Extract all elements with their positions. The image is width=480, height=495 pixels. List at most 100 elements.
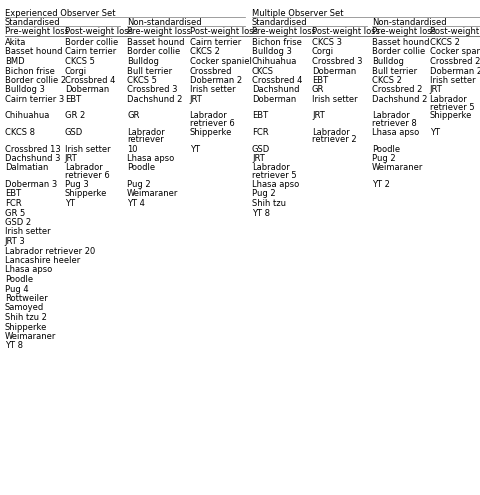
Text: Border collie: Border collie: [127, 48, 180, 56]
Text: Pug 2: Pug 2: [252, 190, 276, 198]
Text: Poodle: Poodle: [127, 163, 156, 172]
Text: Crossbred 3: Crossbred 3: [127, 86, 178, 95]
Text: Pug 3: Pug 3: [65, 180, 88, 189]
Text: Weimaraner: Weimaraner: [127, 190, 179, 198]
Text: Lhasa apso: Lhasa apso: [5, 265, 52, 275]
Text: Crossbred 4: Crossbred 4: [252, 76, 302, 85]
Text: Crossbred 3: Crossbred 3: [312, 57, 362, 66]
Text: EBT: EBT: [65, 95, 81, 104]
Text: GR 2: GR 2: [65, 111, 85, 120]
Text: Pug 4: Pug 4: [5, 285, 28, 294]
Text: retriever 5: retriever 5: [430, 102, 474, 111]
Text: Pre-weight loss: Pre-weight loss: [127, 27, 191, 36]
Text: retriever 2: retriever 2: [312, 136, 357, 145]
Text: Basset hound: Basset hound: [372, 38, 430, 47]
Text: 10: 10: [127, 145, 138, 153]
Text: Labrador: Labrador: [65, 163, 103, 172]
Text: retriever: retriever: [127, 136, 164, 145]
Text: Cairn terrier: Cairn terrier: [65, 48, 116, 56]
Text: Border collie: Border collie: [65, 38, 118, 47]
Text: Standardised: Standardised: [5, 18, 60, 27]
Text: Labrador: Labrador: [127, 128, 165, 137]
Text: Weimaraner: Weimaraner: [5, 332, 56, 341]
Text: retriever 6: retriever 6: [65, 171, 109, 180]
Text: Dachshund: Dachshund: [252, 86, 300, 95]
Text: Bulldog 3: Bulldog 3: [5, 86, 45, 95]
Text: Experienced Observer Set: Experienced Observer Set: [5, 9, 115, 18]
Text: Dachshund 2: Dachshund 2: [127, 95, 182, 104]
Text: Doberman: Doberman: [252, 95, 296, 104]
Text: CKCS 5: CKCS 5: [127, 76, 157, 85]
Text: Poodle: Poodle: [5, 275, 33, 284]
Text: Non-standardised: Non-standardised: [127, 18, 202, 27]
Text: Lhasa apso: Lhasa apso: [372, 128, 419, 137]
Text: Cairn terrier 3: Cairn terrier 3: [5, 95, 64, 104]
Text: Shih tzu 2: Shih tzu 2: [5, 313, 47, 322]
Text: Labrador: Labrador: [430, 95, 468, 104]
Text: GR: GR: [312, 86, 324, 95]
Text: GSD: GSD: [252, 145, 270, 153]
Text: EBT: EBT: [5, 190, 21, 198]
Text: Corgi: Corgi: [312, 48, 334, 56]
Text: Chihuahua: Chihuahua: [5, 111, 50, 120]
Text: CKCS 2: CKCS 2: [190, 48, 219, 56]
Text: Pug 2: Pug 2: [372, 154, 396, 163]
Text: Basset hound: Basset hound: [127, 38, 185, 47]
Text: Bull terrier: Bull terrier: [372, 66, 417, 76]
Text: Border collie: Border collie: [372, 48, 425, 56]
Text: CKCS: CKCS: [252, 66, 274, 76]
Text: YT 2: YT 2: [372, 180, 390, 189]
Text: Cocker spaniel: Cocker spaniel: [190, 57, 252, 66]
Text: Shipperke: Shipperke: [65, 190, 107, 198]
Text: Bulldog: Bulldog: [127, 57, 159, 66]
Text: Doberman 3: Doberman 3: [5, 180, 57, 189]
Text: CKCS 2: CKCS 2: [372, 76, 402, 85]
Text: Crossbred 4: Crossbred 4: [65, 76, 115, 85]
Text: Post-weight loss: Post-weight loss: [65, 27, 133, 36]
Text: Dachshund 2: Dachshund 2: [372, 95, 427, 104]
Text: Crossbred 2: Crossbred 2: [430, 57, 480, 66]
Text: Labrador: Labrador: [190, 111, 228, 120]
Text: Irish setter: Irish setter: [430, 76, 475, 85]
Text: Multiple Observer Set: Multiple Observer Set: [252, 9, 344, 18]
Text: Doberman: Doberman: [312, 66, 356, 76]
Text: Shih tzu: Shih tzu: [252, 199, 286, 208]
Text: Standardised: Standardised: [252, 18, 308, 27]
Text: Border collie 2: Border collie 2: [5, 76, 66, 85]
Text: YT: YT: [430, 128, 440, 137]
Text: Corgi: Corgi: [65, 66, 87, 76]
Text: Lhasa apso: Lhasa apso: [127, 154, 174, 163]
Text: BMD: BMD: [5, 57, 24, 66]
Text: CKCS 8: CKCS 8: [5, 128, 35, 137]
Text: CKCS 2: CKCS 2: [430, 38, 459, 47]
Text: Pre-weight loss: Pre-weight loss: [252, 27, 316, 36]
Text: Doberman: Doberman: [65, 86, 109, 95]
Text: Poodle: Poodle: [372, 145, 400, 153]
Text: Doberman 2: Doberman 2: [190, 76, 242, 85]
Text: Crossbred: Crossbred: [190, 66, 232, 76]
Text: Labrador: Labrador: [312, 128, 350, 137]
Text: YT: YT: [65, 199, 75, 208]
Text: GSD 2: GSD 2: [5, 218, 31, 227]
Text: EBT: EBT: [312, 76, 328, 85]
Text: Post-weight loss: Post-weight loss: [190, 27, 258, 36]
Text: Post-weight loss: Post-weight loss: [430, 27, 480, 36]
Text: Samoyed: Samoyed: [5, 303, 44, 312]
Text: YT 8: YT 8: [5, 342, 23, 350]
Text: Irish setter: Irish setter: [190, 86, 235, 95]
Text: GR 5: GR 5: [5, 208, 25, 217]
Text: JRT: JRT: [252, 154, 265, 163]
Text: YT 8: YT 8: [252, 208, 270, 217]
Text: Rottweiler: Rottweiler: [5, 294, 48, 303]
Text: Labrador retriever 20: Labrador retriever 20: [5, 247, 95, 255]
Text: retriever 8: retriever 8: [372, 119, 417, 128]
Text: Dalmatian: Dalmatian: [5, 163, 48, 172]
Text: JRT 3: JRT 3: [5, 237, 25, 246]
Text: Bichon frise: Bichon frise: [252, 38, 302, 47]
Text: YT: YT: [190, 145, 200, 153]
Text: Labrador: Labrador: [372, 111, 410, 120]
Text: Bichon frise: Bichon frise: [5, 66, 55, 76]
Text: Crossbred 13: Crossbred 13: [5, 145, 60, 153]
Text: Shipperke: Shipperke: [5, 323, 47, 332]
Text: Bull terrier: Bull terrier: [127, 66, 172, 76]
